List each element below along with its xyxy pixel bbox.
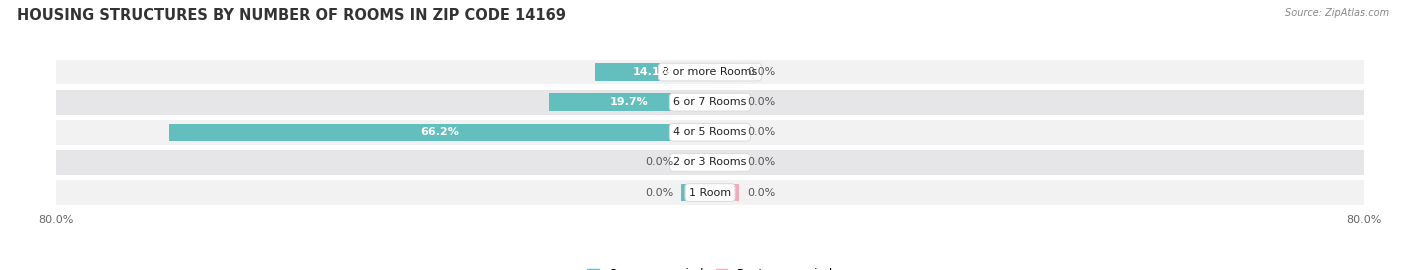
Text: 0.0%: 0.0% xyxy=(747,127,775,137)
Text: 8 or more Rooms: 8 or more Rooms xyxy=(662,67,758,77)
Bar xyxy=(710,124,738,141)
Text: 1 Room: 1 Room xyxy=(689,188,731,198)
Bar xyxy=(682,154,710,171)
Bar xyxy=(710,184,738,201)
Bar xyxy=(595,63,710,81)
Bar xyxy=(56,180,1364,205)
Text: 2 or 3 Rooms: 2 or 3 Rooms xyxy=(673,157,747,167)
Bar xyxy=(548,93,710,111)
Text: 14.1%: 14.1% xyxy=(633,67,672,77)
Bar xyxy=(169,124,710,141)
Text: 6 or 7 Rooms: 6 or 7 Rooms xyxy=(673,97,747,107)
Text: 19.7%: 19.7% xyxy=(610,97,650,107)
Text: 0.0%: 0.0% xyxy=(645,188,673,198)
Text: 0.0%: 0.0% xyxy=(747,188,775,198)
Bar xyxy=(710,63,738,81)
Bar xyxy=(682,184,710,201)
Text: 0.0%: 0.0% xyxy=(645,157,673,167)
Bar xyxy=(56,60,1364,85)
Legend: Owner-occupied, Renter-occupied: Owner-occupied, Renter-occupied xyxy=(582,264,838,270)
Text: HOUSING STRUCTURES BY NUMBER OF ROOMS IN ZIP CODE 14169: HOUSING STRUCTURES BY NUMBER OF ROOMS IN… xyxy=(17,8,565,23)
Bar xyxy=(710,93,738,111)
Bar xyxy=(710,154,738,171)
Text: 4 or 5 Rooms: 4 or 5 Rooms xyxy=(673,127,747,137)
Text: 0.0%: 0.0% xyxy=(747,67,775,77)
Bar xyxy=(56,150,1364,175)
Text: 0.0%: 0.0% xyxy=(747,97,775,107)
Text: 0.0%: 0.0% xyxy=(747,157,775,167)
Text: 66.2%: 66.2% xyxy=(420,127,458,137)
Text: Source: ZipAtlas.com: Source: ZipAtlas.com xyxy=(1285,8,1389,18)
Bar xyxy=(56,120,1364,145)
Bar xyxy=(56,90,1364,114)
